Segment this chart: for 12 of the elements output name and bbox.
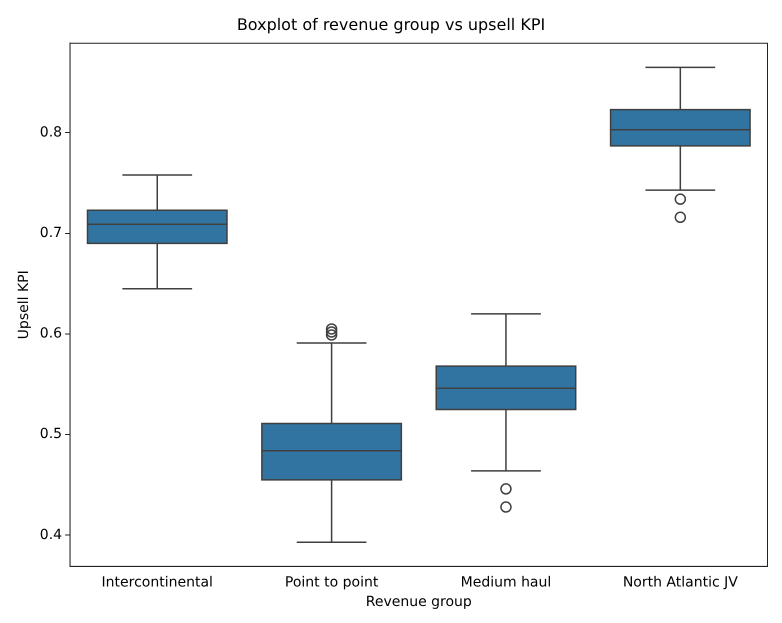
x-tick-label: Medium haul <box>460 574 552 590</box>
x-axis-title: Revenue group <box>366 594 472 610</box>
y-tick-label: 0.4 <box>40 526 62 543</box>
y-axis-title: Upsell KPI <box>16 270 32 340</box>
y-tick-label: 0.7 <box>40 225 62 242</box>
x-tick-label: Point to point <box>284 574 379 590</box>
chart-title: Boxplot of revenue group vs upsell KPI <box>236 14 546 34</box>
y-tick-label: 0.5 <box>40 426 62 442</box>
x-tick-label: North Atlantic JV <box>622 574 738 590</box>
x-tick-label: Intercontinental <box>102 574 213 590</box>
y-tick-label: 0.8 <box>40 124 62 140</box>
y-tick-label: 0.6 <box>40 326 62 342</box>
